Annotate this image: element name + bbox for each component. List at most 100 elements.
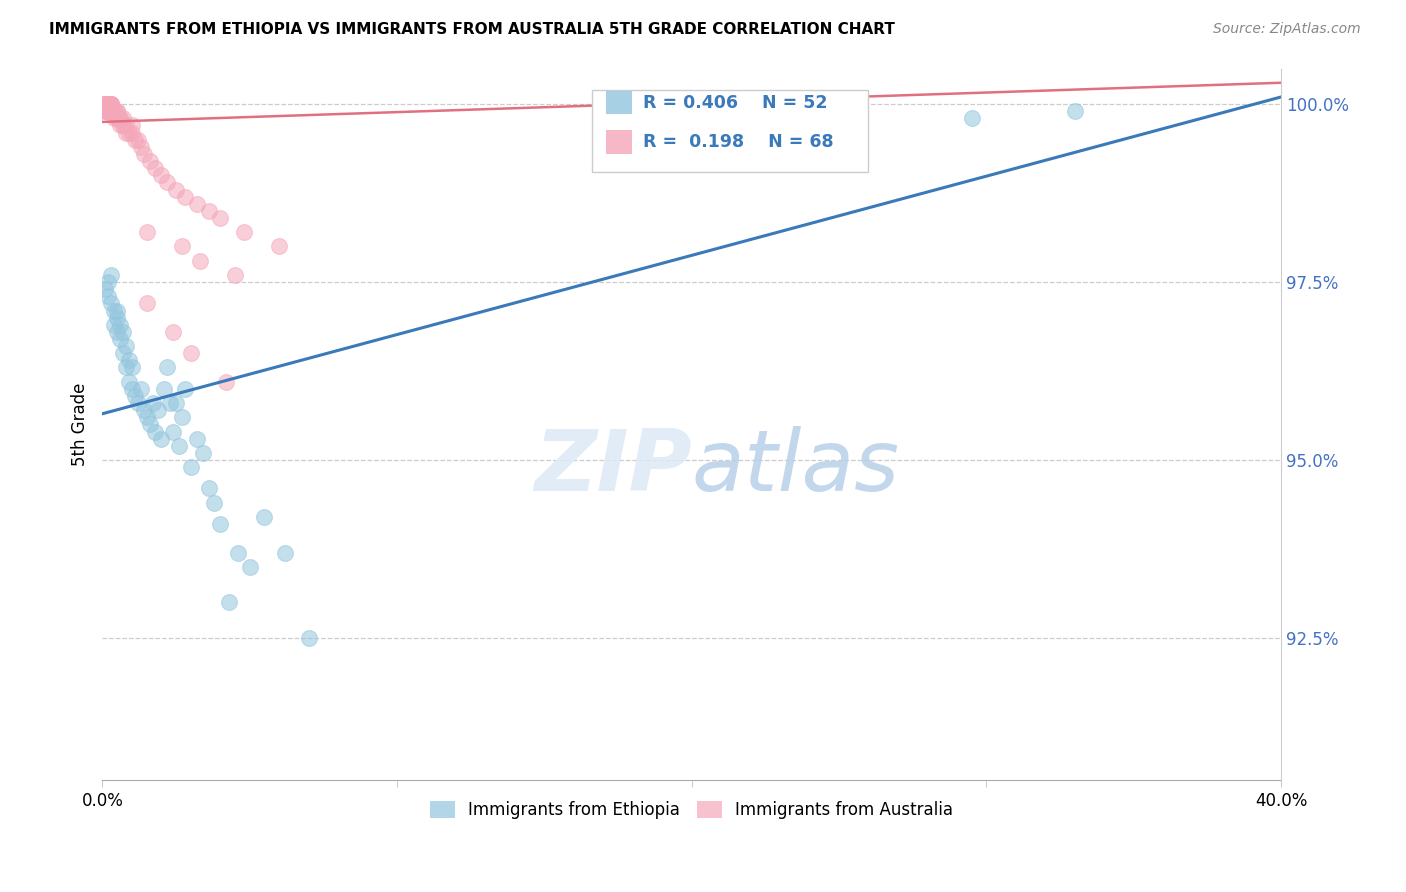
Point <box>232 225 254 239</box>
Point <box>112 325 135 339</box>
Point <box>135 296 157 310</box>
Point <box>165 182 187 196</box>
Point <box>103 318 125 332</box>
Point <box>112 346 135 360</box>
Point <box>188 253 211 268</box>
Point <box>167 439 190 453</box>
Point <box>115 339 138 353</box>
Point <box>170 410 193 425</box>
Point <box>239 559 262 574</box>
Point <box>94 104 117 119</box>
Point <box>103 104 125 119</box>
Point <box>94 97 117 112</box>
Point <box>97 104 120 119</box>
Point <box>108 332 131 346</box>
Point <box>138 417 160 432</box>
Point <box>94 97 117 112</box>
Point <box>1063 104 1085 119</box>
Point <box>97 289 120 303</box>
Point <box>108 318 131 332</box>
Point <box>162 325 184 339</box>
Point <box>226 545 249 559</box>
Point <box>115 126 138 140</box>
Point <box>108 112 131 126</box>
Point <box>100 104 122 119</box>
Point <box>253 510 276 524</box>
Point <box>298 631 321 645</box>
Point <box>103 104 125 119</box>
Point <box>97 97 120 112</box>
Point <box>960 112 983 126</box>
Point <box>145 161 167 176</box>
Point <box>162 425 184 439</box>
Point <box>100 97 122 112</box>
Point <box>121 119 143 133</box>
Point <box>103 104 125 119</box>
Point <box>105 104 128 119</box>
Point <box>174 189 197 203</box>
FancyBboxPatch shape <box>606 130 631 153</box>
Point <box>105 310 128 325</box>
Point <box>145 425 167 439</box>
Point <box>115 360 138 375</box>
Point <box>186 196 208 211</box>
Point <box>141 396 163 410</box>
Point <box>218 595 240 609</box>
Point <box>197 203 219 218</box>
Point <box>94 97 117 112</box>
Point <box>100 268 122 282</box>
Point <box>108 119 131 133</box>
Point <box>97 97 120 112</box>
Point <box>97 97 120 112</box>
Point <box>100 104 122 119</box>
Point <box>103 104 125 119</box>
Point <box>100 97 122 112</box>
Point <box>100 97 122 112</box>
Text: ZIP: ZIP <box>534 425 692 508</box>
Point <box>156 175 179 189</box>
Point <box>127 133 149 147</box>
Point <box>112 119 135 133</box>
Point <box>97 104 120 119</box>
Point <box>112 119 135 133</box>
Text: Source: ZipAtlas.com: Source: ZipAtlas.com <box>1213 22 1361 37</box>
Point <box>94 104 117 119</box>
Point <box>100 104 122 119</box>
Point <box>103 303 125 318</box>
Point <box>100 104 122 119</box>
Point <box>121 382 143 396</box>
Point <box>135 225 157 239</box>
Point <box>148 403 170 417</box>
Point <box>94 104 117 119</box>
Legend: Immigrants from Ethiopia, Immigrants from Australia: Immigrants from Ethiopia, Immigrants fro… <box>423 794 960 825</box>
Point <box>132 147 155 161</box>
Point <box>180 346 202 360</box>
Point <box>174 382 197 396</box>
Point <box>105 112 128 126</box>
FancyBboxPatch shape <box>592 90 869 172</box>
Point <box>209 517 232 532</box>
Point <box>150 169 173 183</box>
Point <box>108 112 131 126</box>
Text: IMMIGRANTS FROM ETHIOPIA VS IMMIGRANTS FROM AUSTRALIA 5TH GRADE CORRELATION CHAR: IMMIGRANTS FROM ETHIOPIA VS IMMIGRANTS F… <box>49 22 896 37</box>
Text: R =  0.198    N = 68: R = 0.198 N = 68 <box>644 133 834 151</box>
Point <box>197 482 219 496</box>
Point <box>112 112 135 126</box>
Point <box>209 211 232 225</box>
Point <box>186 432 208 446</box>
Point <box>165 396 187 410</box>
Point <box>94 282 117 296</box>
Point <box>138 154 160 169</box>
Point <box>170 239 193 253</box>
Point <box>180 460 202 475</box>
Point <box>153 382 176 396</box>
Point <box>135 410 157 425</box>
Point <box>124 133 146 147</box>
Point <box>105 325 128 339</box>
Point <box>129 140 152 154</box>
Point <box>191 446 214 460</box>
Point <box>103 112 125 126</box>
Point <box>105 303 128 318</box>
Point <box>118 126 141 140</box>
Point <box>94 97 117 112</box>
